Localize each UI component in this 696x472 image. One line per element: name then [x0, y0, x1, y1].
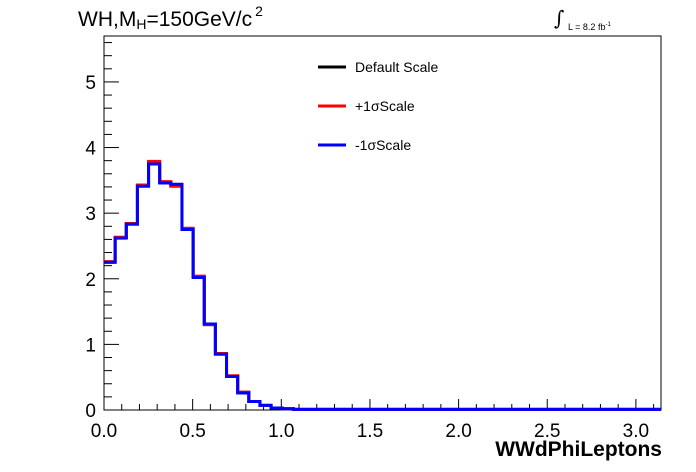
x-tick-label: 3.0 — [623, 421, 649, 442]
y-tick-label: 4 — [85, 139, 96, 160]
lumi-text: L = 8.2 fb — [568, 22, 606, 32]
histogram-series-2 — [104, 162, 661, 411]
x-tick-label: 2.5 — [534, 421, 560, 442]
histogram-series-1 — [104, 159, 661, 411]
y-tick-label: 0 — [85, 401, 96, 422]
y-tick-label: 1 — [85, 335, 96, 356]
x-tick-label: 2.0 — [445, 421, 471, 442]
lumi-superscript: -1 — [605, 22, 611, 28]
title-subscript: H — [136, 16, 147, 32]
plot-frame — [103, 35, 662, 411]
chart-title: WH,MH=150GeV/c 2 — [78, 3, 263, 32]
integral-icon: ∫ — [554, 6, 565, 30]
title-main: WH,M — [78, 8, 137, 31]
legend-label: Default Scale — [355, 59, 438, 75]
x-tick-label: 0.5 — [179, 421, 205, 442]
title-rest: =150GeV/c — [146, 8, 253, 31]
y-tick-label: 3 — [85, 204, 96, 225]
histogram-series-0 — [104, 161, 661, 411]
y-tick-label: 2 — [85, 270, 96, 291]
title-superscript: 2 — [255, 3, 263, 19]
y-tick-label: 5 — [85, 73, 96, 94]
x-axis-label: WWdPhiLeptons — [495, 438, 662, 461]
x-tick-label: 1.0 — [268, 421, 294, 442]
legend-label: +1σScale — [355, 98, 415, 114]
x-tick-label: 0.0 — [91, 421, 117, 442]
legend-label: -1σScale — [355, 137, 411, 153]
x-tick-label: 1.5 — [357, 421, 383, 442]
